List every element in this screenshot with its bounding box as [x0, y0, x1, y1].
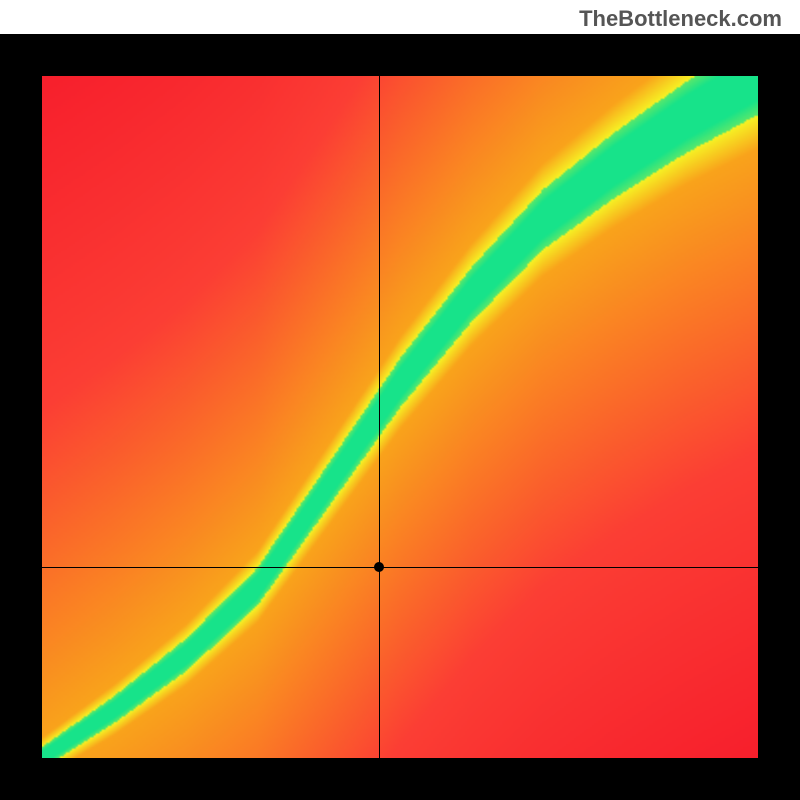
crosshair-vertical	[379, 76, 380, 758]
chart-container: TheBottleneck.com	[0, 0, 800, 800]
heatmap-canvas	[42, 76, 758, 758]
crosshair-horizontal	[42, 567, 758, 568]
attribution-text: TheBottleneck.com	[579, 6, 782, 32]
bottleneck-marker	[374, 562, 384, 572]
plot-frame	[0, 34, 800, 800]
plot-area	[42, 76, 758, 758]
